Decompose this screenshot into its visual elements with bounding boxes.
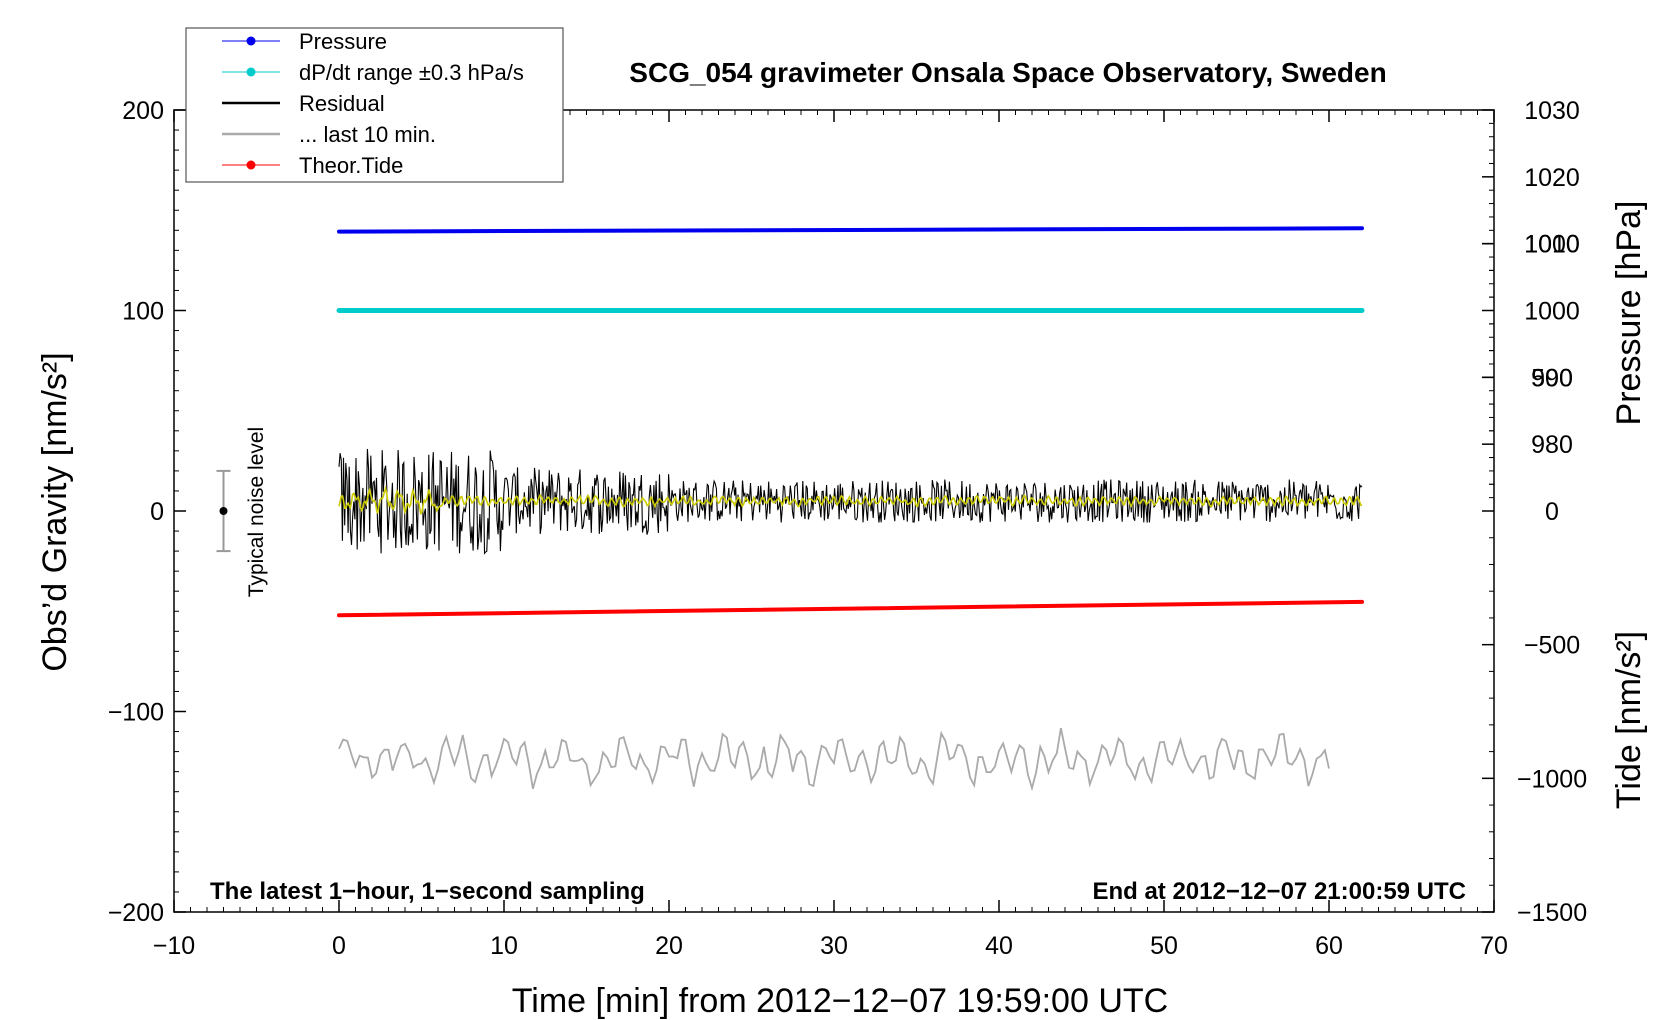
pressure-axis-title: Pressure [hPa] bbox=[1610, 201, 1648, 426]
series-tide bbox=[337, 599, 1364, 618]
left-tick-labels: −200 −100 0 100 200 bbox=[108, 97, 164, 927]
legend-label: dP/dt range ±0.3 hPa/s bbox=[299, 60, 524, 85]
legend-label: Pressure bbox=[299, 29, 387, 54]
x-tick-label: 30 bbox=[820, 932, 848, 960]
pressure-tick-label: 1010 bbox=[1524, 231, 1580, 259]
chart-title: SCG_054 gravimeter Onsala Space Observat… bbox=[629, 57, 1386, 88]
left-axis-title: Obs’d Gravity [nm/s²] bbox=[36, 352, 74, 671]
pressure-tick-label: 1030 bbox=[1524, 97, 1580, 125]
tide-tick-label: −1000 bbox=[1517, 765, 1587, 793]
x-tick-label: 60 bbox=[1315, 932, 1343, 960]
pressure-tick-label: 1000 bbox=[1524, 298, 1580, 326]
x-tick-label: 40 bbox=[985, 932, 1013, 960]
noise-level-bar bbox=[216, 469, 231, 553]
sampling-note: The latest 1−hour, 1−second sampling bbox=[210, 878, 645, 905]
series-residual bbox=[338, 448, 1363, 555]
x-tick-label: 20 bbox=[655, 932, 683, 960]
x-tick-label: 10 bbox=[490, 932, 518, 960]
x-tick-label: 0 bbox=[332, 932, 346, 960]
legend-swatch-marker bbox=[246, 36, 256, 46]
series-residual-smoothed bbox=[338, 485, 1362, 516]
legend-label: Theor.Tide bbox=[299, 153, 403, 178]
x-tick-labels: −10 0 10 20 30 40 50 60 70 bbox=[153, 932, 1508, 960]
left-tick-label: 100 bbox=[122, 298, 164, 326]
left-tick-label: −100 bbox=[108, 699, 164, 727]
series-layer bbox=[336, 226, 1365, 792]
tide-axis-title: Tide [nm/s²] bbox=[1610, 631, 1648, 809]
x-tick-label: −10 bbox=[153, 932, 195, 960]
x-axis-title: Time [min] from 2012−12−07 19:59:00 UTC bbox=[512, 982, 1168, 1020]
pressure-tick-label: 980 bbox=[1531, 431, 1573, 459]
tide-tick-labels: −1500 −1000 −500 0 500 1000 bbox=[1517, 231, 1587, 927]
legend-box bbox=[185, 27, 564, 183]
legend-label: Residual bbox=[299, 91, 385, 116]
x-tick-label: 70 bbox=[1480, 932, 1508, 960]
legend: Pressure dP/dt range ±0.3 hPa/s Residual..… bbox=[185, 27, 564, 183]
tide-tick-label: 0 bbox=[1545, 498, 1559, 526]
series-pressure bbox=[337, 226, 1364, 234]
x-tick-label: 50 bbox=[1150, 932, 1178, 960]
left-tick-label: 200 bbox=[122, 97, 164, 125]
legend-swatch-marker bbox=[246, 67, 256, 77]
noise-bar-point bbox=[219, 507, 228, 515]
tide-tick-label: 500 bbox=[1531, 364, 1573, 392]
legend-label: ... last 10 min. bbox=[299, 122, 436, 147]
end-time-note: End at 2012−12−07 21:00:59 UTC bbox=[1092, 878, 1466, 905]
tide-tick-label: 1000 bbox=[1524, 231, 1580, 259]
tide-tick-label: −500 bbox=[1524, 632, 1580, 660]
tide-tick-label: −1500 bbox=[1517, 899, 1587, 927]
legend-swatch-marker bbox=[246, 160, 256, 170]
series-last-10-min bbox=[338, 727, 1330, 792]
left-tick-label: 0 bbox=[150, 498, 164, 526]
noise-level-label: Typical noise level bbox=[245, 427, 268, 597]
pressure-tick-label: 990 bbox=[1531, 364, 1573, 392]
left-tick-label: −200 bbox=[108, 899, 164, 927]
pressure-tick-label: 1020 bbox=[1524, 164, 1580, 192]
